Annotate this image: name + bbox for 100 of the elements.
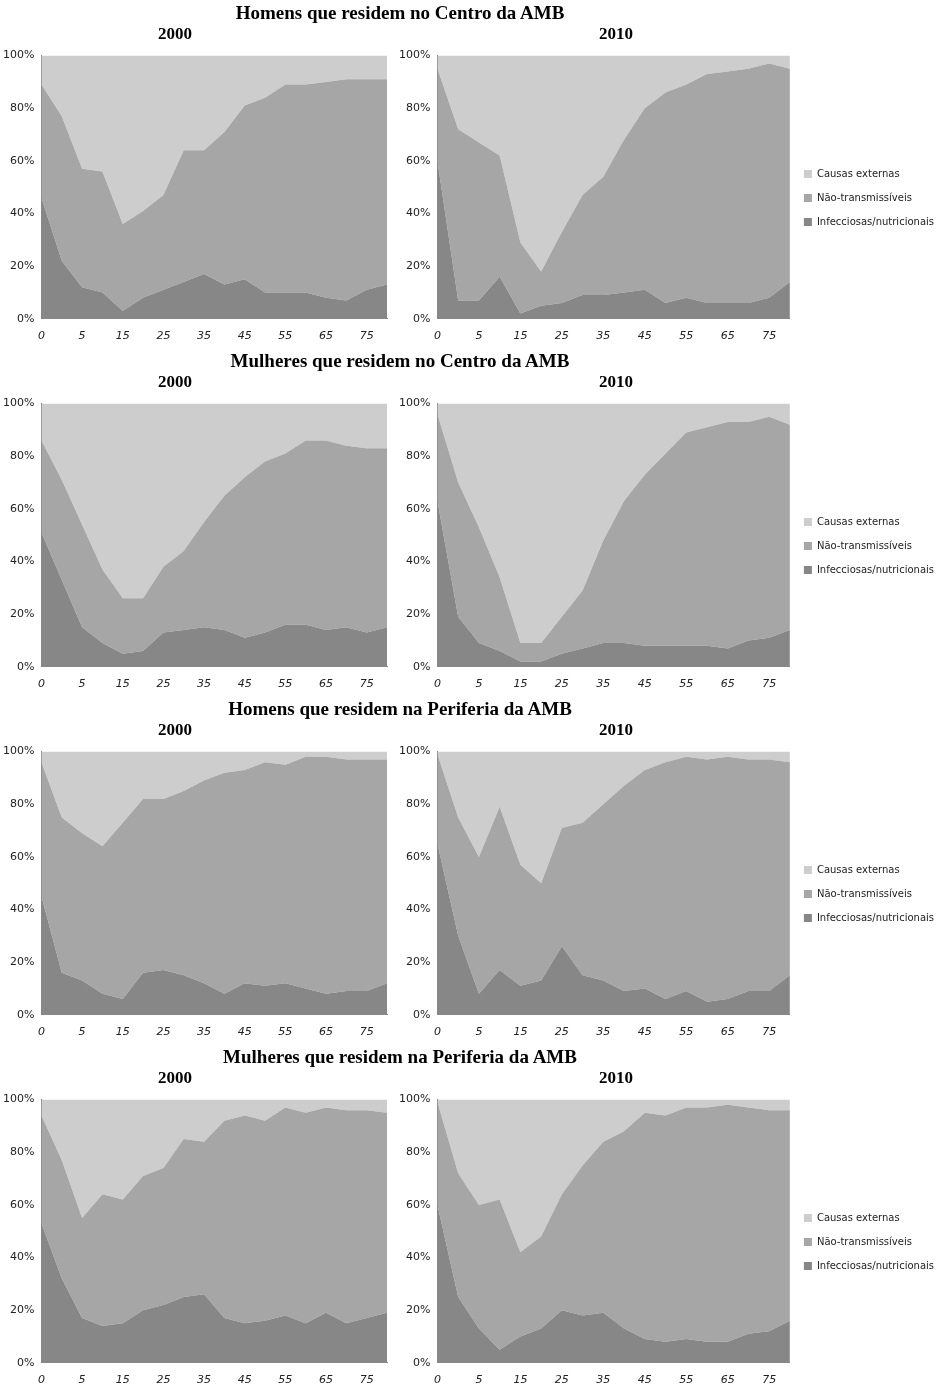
x-tick-label: 25 [156, 677, 171, 691]
legend-label: Não-transmissíveis [816, 1235, 912, 1247]
y-tick-label: 60% [405, 849, 431, 863]
x-tick-label: 15 [115, 677, 130, 691]
y-tick-label: 80% [405, 449, 431, 463]
y-tick-label: 0% [412, 659, 431, 673]
x-tick-label: 15 [115, 1025, 130, 1039]
x-tick-label: 65 [720, 1373, 735, 1387]
y-tick-label: 80% [9, 1145, 35, 1159]
y-tick-label: 60% [405, 153, 431, 167]
y-tick-label: 0% [412, 311, 431, 325]
x-tick-label: 35 [197, 1373, 212, 1387]
x-tick-label: 55 [679, 677, 694, 691]
x-tick-label: 5 [78, 1373, 86, 1387]
y-tick-label: 40% [9, 902, 35, 916]
x-tick-label: 0 [433, 1373, 441, 1387]
x-tick-label: 75 [359, 329, 374, 343]
y-tick-label: 80% [405, 101, 431, 115]
x-tick-label: 75 [762, 1373, 777, 1387]
y-tick-label: 60% [9, 501, 35, 515]
x-tick-label: 75 [359, 1025, 374, 1039]
y-tick-label: 60% [9, 849, 35, 863]
x-tick-label: 35 [197, 677, 212, 691]
x-tick-label: 45 [637, 1373, 652, 1387]
y-tick-label: 100% [2, 396, 35, 410]
y-tick-label: 80% [405, 1145, 431, 1159]
x-tick-label: 25 [554, 1025, 569, 1039]
x-tick-label: 15 [513, 1025, 528, 1039]
x-tick-label: 55 [679, 329, 694, 343]
x-tick-label: 0 [433, 1025, 441, 1039]
x-tick-label: 5 [475, 677, 483, 691]
x-tick-label: 65 [319, 1373, 334, 1387]
y-tick-label: 100% [398, 1092, 431, 1106]
text: Mulheres que residem no Centro da AMB [229, 350, 571, 372]
y-tick-label: 60% [405, 501, 431, 515]
x-tick-label: 65 [319, 1025, 334, 1039]
x-tick-label: 0 [433, 329, 441, 343]
legend-label: Causas externas [816, 167, 900, 179]
y-tick-label: 20% [405, 955, 431, 969]
y-tick-label: 0% [16, 659, 35, 673]
y-tick-label: 40% [9, 206, 35, 220]
x-tick-label: 75 [762, 1025, 777, 1039]
x-tick-label: 25 [554, 1373, 569, 1387]
y-tick-label: 0% [412, 1355, 431, 1369]
legend-label: Infecciosas/nutricionais [816, 215, 934, 227]
y-tick-label: 0% [16, 311, 35, 325]
x-tick-label: 55 [679, 1373, 694, 1387]
legend-label: Não-transmissíveis [816, 191, 912, 203]
legend-label: Não-transmissíveis [816, 887, 912, 899]
x-tick-label: 55 [278, 1373, 293, 1387]
chart-title: 2010 [598, 720, 634, 741]
x-tick-label: 15 [115, 329, 130, 343]
x-tick-label: 0 [37, 329, 45, 343]
y-tick-label: 20% [9, 955, 35, 969]
x-tick-label: 25 [554, 329, 569, 343]
x-tick-label: 75 [762, 329, 777, 343]
y-tick-label: 80% [9, 101, 35, 115]
x-tick-label: 25 [156, 1025, 171, 1039]
y-tick-label: 60% [405, 1197, 431, 1211]
x-tick-label: 5 [78, 329, 86, 343]
y-tick-label: 100% [398, 48, 431, 62]
y-tick-label: 20% [9, 607, 35, 621]
legend-label: Infecciosas/nutricionais [816, 1259, 934, 1271]
x-tick-label: 65 [720, 1025, 735, 1039]
y-tick-label: 20% [405, 1303, 431, 1317]
x-tick-label: 25 [156, 329, 171, 343]
y-tick-label: 40% [9, 554, 35, 568]
y-tick-label: 0% [16, 1355, 35, 1369]
y-tick-label: 100% [2, 48, 35, 62]
y-tick-label: 20% [405, 259, 431, 273]
text: Mulheres que residem na Periferia da AMB [222, 1046, 578, 1068]
y-tick-label: 100% [398, 744, 431, 758]
y-tick-label: 0% [16, 1007, 35, 1021]
x-tick-label: 0 [37, 1025, 45, 1039]
x-tick-label: 55 [278, 677, 293, 691]
x-tick-label: 45 [237, 329, 252, 343]
y-tick-label: 100% [2, 1092, 35, 1106]
x-tick-label: 15 [513, 329, 528, 343]
x-tick-label: 45 [637, 677, 652, 691]
y-tick-label: 60% [9, 153, 35, 167]
x-tick-label: 65 [720, 677, 735, 691]
x-tick-label: 65 [720, 329, 735, 343]
x-tick-label: 5 [475, 1373, 483, 1387]
chart-title: 2000 [157, 24, 193, 45]
y-tick-label: 100% [2, 744, 35, 758]
x-tick-label: 35 [596, 1373, 611, 1387]
chart-title: 2000 [157, 1068, 193, 1089]
chart-title: 2010 [598, 1068, 634, 1089]
legend-label: Causas externas [816, 515, 900, 527]
text: Homens que residem no Centro da AMB [234, 2, 566, 24]
x-tick-label: 45 [237, 1025, 252, 1039]
legend-label: Causas externas [816, 1211, 900, 1223]
x-tick-label: 35 [197, 1025, 212, 1039]
x-tick-label: 25 [156, 1373, 171, 1387]
x-tick-label: 15 [513, 1373, 528, 1387]
x-tick-label: 45 [237, 677, 252, 691]
legend-label: Infecciosas/nutricionais [816, 911, 934, 923]
x-tick-label: 5 [475, 329, 483, 343]
x-tick-label: 45 [637, 1025, 652, 1039]
x-tick-label: 35 [596, 677, 611, 691]
